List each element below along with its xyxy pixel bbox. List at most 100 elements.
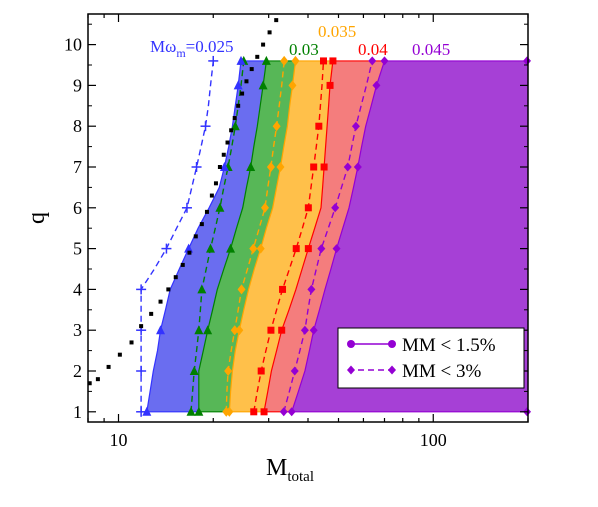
data-point-dashed-0-4 (161, 243, 172, 254)
legend-marker-b-0 (388, 340, 396, 348)
black-dot-10 (180, 262, 185, 267)
band-label-2: 0.035 (318, 22, 356, 41)
data-point-dashed-1-3 (197, 284, 207, 294)
x-tick-label-1: 100 (420, 430, 447, 450)
data-point-solid-4-12 (353, 162, 362, 172)
band-edge-solid-4 (291, 60, 386, 412)
data-point-solid-0-16 (233, 80, 243, 90)
data-point-solid-4-16 (372, 80, 381, 90)
data-point-dashed-1-1 (189, 366, 199, 375)
y-tick-label-8: 9 (73, 75, 82, 95)
data-point-dashed-4-5 (331, 203, 340, 213)
y-axis-title: q (24, 212, 50, 224)
markers-layer (136, 55, 531, 417)
data-point-solid-0-12 (219, 162, 229, 171)
data-point-solid-4-8 (332, 244, 341, 254)
band-edge-solid-2 (228, 60, 297, 412)
y-tick-label-2: 3 (73, 320, 82, 340)
data-point-dashed-2-7 (272, 121, 281, 132)
band-fill-4 (291, 60, 528, 412)
data-point-dashed-2-5 (260, 202, 269, 213)
data-point-dashed-1-7 (230, 121, 240, 131)
data-point-dashed-1-2 (194, 325, 204, 335)
data-point-dashed-3-2 (267, 326, 275, 334)
y-tick-label-5: 6 (73, 198, 82, 218)
data-point-solid-0-4 (156, 325, 166, 335)
band-edge-solid-3 (263, 60, 334, 412)
data-point-solid-2-16 (288, 80, 297, 91)
black-dot-16 (213, 181, 218, 186)
legend-label-0: MM < 1.5% (402, 335, 496, 356)
band-label-4: 0.045 (412, 40, 450, 59)
black-dot-3 (117, 352, 122, 357)
data-point-dashed-3-6 (310, 163, 318, 171)
data-point-solid-2-0 (225, 406, 234, 417)
black-dot-0 (88, 381, 92, 386)
data-point-dashed-0-3 (136, 284, 147, 295)
y-tick-label-3: 4 (73, 279, 82, 299)
legend-entry-1: MM < 3% (347, 361, 482, 382)
data-point-dashed-4-3 (307, 284, 316, 294)
dots-layer (88, 18, 279, 386)
black-dot-23 (240, 91, 245, 96)
data-point-dashed-4-0 (279, 407, 288, 417)
band-label-0: Mωm=0.025 (150, 37, 234, 60)
x-axis-title: Mtotal (266, 455, 314, 485)
data-point-solid-3-4 (278, 326, 286, 334)
bands-layer (146, 60, 528, 412)
black-dot-25 (249, 67, 254, 72)
black-dot-21 (232, 116, 237, 121)
black-dot-22 (236, 103, 241, 108)
data-point-dashed-3-1 (257, 367, 265, 375)
data-point-dashed-1-0 (186, 406, 196, 416)
black-dot-26 (255, 54, 260, 59)
x-axis-title-subscript: total (287, 469, 314, 485)
band-fill-2 (229, 60, 333, 412)
data-point-solid-1-17 (261, 55, 271, 65)
data-point-dashed-3-7 (315, 122, 323, 130)
black-dot-2 (106, 364, 111, 369)
y-tick-label-0: 1 (73, 402, 82, 422)
data-point-solid-0-0 (142, 406, 152, 416)
data-point-solid-4-0 (287, 407, 296, 417)
data-point-solid-1-8 (226, 243, 236, 253)
y-tick-label-9: 10 (64, 35, 82, 55)
data-point-solid-3-17 (329, 57, 337, 65)
data-point-solid-4-17 (380, 56, 389, 66)
data-point-dashed-3-3 (279, 285, 287, 293)
black-dot-7 (158, 299, 163, 304)
black-dot-19 (225, 140, 230, 145)
data-point-solid-1-4 (203, 325, 213, 335)
data-point-dashed-3-0 (250, 408, 258, 416)
data-point-dashed-4-2 (300, 325, 309, 335)
data-point-dashed-4-6 (343, 162, 352, 172)
data-point-solid-3-0 (260, 408, 268, 416)
data-point-solid-2-4 (235, 325, 244, 336)
data-point-right-top (523, 56, 531, 66)
data-point-dashed-0-6 (191, 162, 202, 172)
data-point-solid-0-17 (236, 55, 246, 65)
data-point-solid-1-16 (258, 80, 268, 90)
data-point-dashed-2-1 (224, 366, 233, 376)
black-dot-11 (187, 250, 192, 255)
black-dot-13 (199, 222, 204, 227)
y-tick-label-7: 8 (73, 116, 82, 136)
data-point-dashed-4-8 (368, 56, 377, 66)
data-point-dashed-2-8 (280, 55, 289, 66)
data-point-dashed-2-6 (266, 162, 275, 172)
band-fill-3 (264, 60, 385, 412)
data-point-solid-1-12 (246, 162, 256, 171)
black-dot-20 (229, 128, 234, 133)
data-point-dashed-2-2 (230, 325, 239, 336)
black-dot-18 (221, 152, 226, 157)
black-dot-4 (129, 340, 134, 345)
band-label-1: 0.03 (289, 40, 319, 59)
black-dot-14 (204, 209, 209, 214)
data-point-dashed-4-7 (351, 121, 360, 131)
legend-marker-a-1 (347, 365, 355, 375)
black-dot-27 (261, 42, 266, 47)
black-dot-24 (244, 79, 249, 84)
data-point-dashed-3-4 (292, 245, 300, 253)
